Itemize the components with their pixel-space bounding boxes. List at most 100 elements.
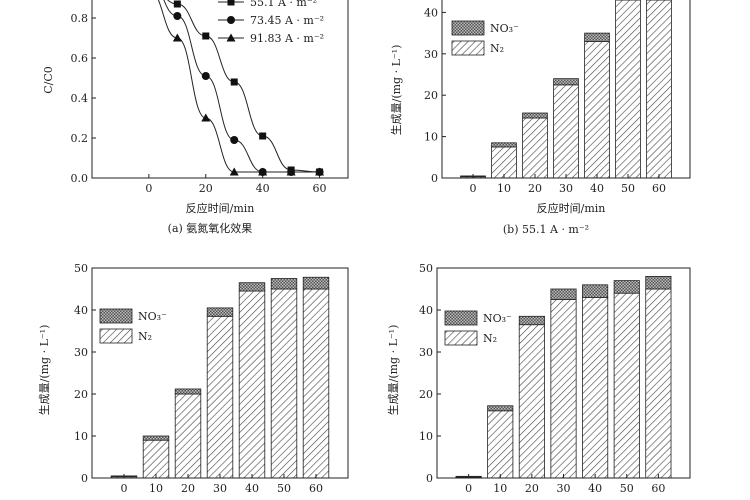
data-point-square xyxy=(202,32,210,40)
legend-label: 55.1 A · m⁻² xyxy=(250,0,317,9)
x-tick-label: 40 xyxy=(588,482,602,495)
bar-n2 xyxy=(582,296,609,479)
bar-no3 xyxy=(491,142,517,148)
bar-no3 xyxy=(518,315,545,326)
bar-n2 xyxy=(142,439,170,479)
legend-label: 91.83 A · m⁻² xyxy=(250,32,324,45)
data-point-circle xyxy=(173,12,182,20)
bar-no3 xyxy=(302,276,330,290)
x-tick-label: 10 xyxy=(497,182,511,195)
chart-b-frame xyxy=(441,0,691,179)
x-tick-label: 30 xyxy=(559,182,573,195)
y-tick-label: 10 xyxy=(419,430,433,443)
y-tick-label: 30 xyxy=(419,346,433,359)
x-tick-label: 50 xyxy=(621,182,635,195)
legend-label: N₂ xyxy=(490,42,504,55)
bar-n2 xyxy=(550,299,577,479)
legend-label: NO₃⁻ xyxy=(490,22,519,35)
x-tick-label: 0 xyxy=(121,482,128,495)
data-point-triangle xyxy=(226,33,236,42)
x-axis-label: 反应时间/min xyxy=(186,201,255,215)
data-point-triangle xyxy=(172,33,182,42)
y-tick-label: 10 xyxy=(74,430,88,443)
x-tick-label: 30 xyxy=(557,482,571,495)
y-tick-label: 40 xyxy=(424,6,438,19)
series-2 xyxy=(157,0,325,176)
bar-no3 xyxy=(522,112,548,119)
bar-no3 xyxy=(645,275,672,290)
x-tick-label: 10 xyxy=(149,482,163,495)
legend-swatch-n2 xyxy=(451,40,485,56)
x-tick-label: 0 xyxy=(465,482,472,495)
y-tick-label: 20 xyxy=(74,388,88,401)
y-tick-label: 0.2 xyxy=(71,132,89,145)
y-axis-label: C/C0 xyxy=(42,66,55,94)
bar-no3 xyxy=(613,280,640,294)
bar-no3 xyxy=(487,405,514,412)
y-tick-label: 0.0 xyxy=(71,172,89,185)
y-tick-label: 50 xyxy=(74,262,88,275)
y-tick-label: 30 xyxy=(424,48,438,61)
y-tick-label: 0 xyxy=(426,472,433,485)
x-tick-label: 50 xyxy=(620,482,634,495)
legend-label: 73.45 A · m⁻² xyxy=(250,14,324,27)
data-point-triangle xyxy=(286,167,296,176)
y-tick-label: 0 xyxy=(81,472,88,485)
bar-no3 xyxy=(238,282,266,292)
data-point-circle xyxy=(227,16,235,24)
bar-n2 xyxy=(646,0,672,179)
x-tick-label: 40 xyxy=(590,182,604,195)
legend-label: NO₃⁻ xyxy=(138,310,167,323)
bar-n2 xyxy=(206,315,234,479)
y-tick-label: 20 xyxy=(424,89,438,102)
bar-n2 xyxy=(238,290,266,479)
bar-no3 xyxy=(584,32,610,42)
bar-n2 xyxy=(522,117,548,179)
bar-n2 xyxy=(553,84,579,179)
caption: (b) 55.1 A · m⁻² xyxy=(503,223,589,236)
x-tick-label: 40 xyxy=(245,482,259,495)
x-tick-label: 60 xyxy=(652,182,666,195)
data-point-square xyxy=(230,78,238,86)
chart-b: 0 10 20 30 40 0 10 20 30 40 50 60 生成量/(mg · L⁻¹) 反应时间… xyxy=(389,0,672,236)
x-tick-label: 60 xyxy=(313,182,327,195)
legend-swatch-n2 xyxy=(444,330,478,346)
data-point-square xyxy=(259,132,267,140)
legend-swatch-no3 xyxy=(444,310,478,326)
data-point-triangle xyxy=(315,167,325,176)
y-axis-label: 生成量/(mg · L⁻¹) xyxy=(37,325,51,416)
x-tick-label: 0 xyxy=(470,182,477,195)
bar-n2 xyxy=(584,40,610,179)
y-axis-label: 生成量/(mg · L⁻¹) xyxy=(386,325,400,416)
chart-d: 0 10 20 30 40 50 0 10 20 30 40 50 60 生成量/(mg · L⁻¹) NO… xyxy=(386,262,672,495)
bar-no3 xyxy=(550,288,577,300)
bar-n2 xyxy=(302,288,330,479)
data-point-triangle xyxy=(258,167,268,176)
x-tick-label: 10 xyxy=(493,482,507,495)
x-tick-label: 60 xyxy=(651,482,665,495)
y-tick-label: 50 xyxy=(419,262,433,275)
bar-no3 xyxy=(142,435,170,441)
data-point-circle xyxy=(201,72,210,80)
x-tick-label: 0 xyxy=(145,182,152,195)
x-tick-label: 40 xyxy=(256,182,270,195)
bar-no3 xyxy=(582,284,609,298)
caption: (a) 氨氮氧化效果 xyxy=(168,221,253,235)
y-tick-label: 30 xyxy=(74,346,88,359)
bar-n2 xyxy=(491,146,517,179)
bar-no3 xyxy=(206,307,234,317)
legend-swatch-n2 xyxy=(99,328,133,344)
chart-c: 0 10 20 30 40 50 0 10 20 30 40 50 60 生成量/(mg · L⁻¹) NO… xyxy=(37,262,330,495)
x-tick-label: 20 xyxy=(181,482,195,495)
chart-a: 0 20 40 60 0.0 0.2 0.4 0.6 0.8 反应时间/min C/C0 (a) 氨氮… xyxy=(42,0,327,235)
bar-no3 xyxy=(270,278,298,290)
legend-label: N₂ xyxy=(483,332,497,345)
y-tick-label: 0.6 xyxy=(71,52,89,65)
bar-n2 xyxy=(487,410,514,479)
chart-c-frame xyxy=(91,267,349,479)
y-tick-label: 0.8 xyxy=(71,12,89,25)
x-axis-label: 反应时间/min xyxy=(537,201,606,215)
bar-n2 xyxy=(518,324,545,479)
bar-n2 xyxy=(174,393,202,479)
